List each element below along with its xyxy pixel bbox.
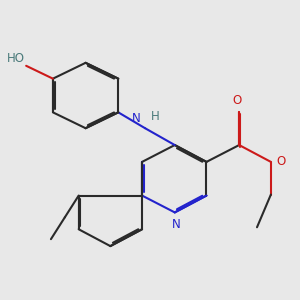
Text: O: O [232, 94, 242, 107]
Text: N: N [132, 112, 141, 125]
Text: H: H [151, 110, 160, 123]
Text: HO: HO [7, 52, 25, 65]
Text: O: O [277, 155, 286, 168]
Text: N: N [171, 218, 180, 231]
